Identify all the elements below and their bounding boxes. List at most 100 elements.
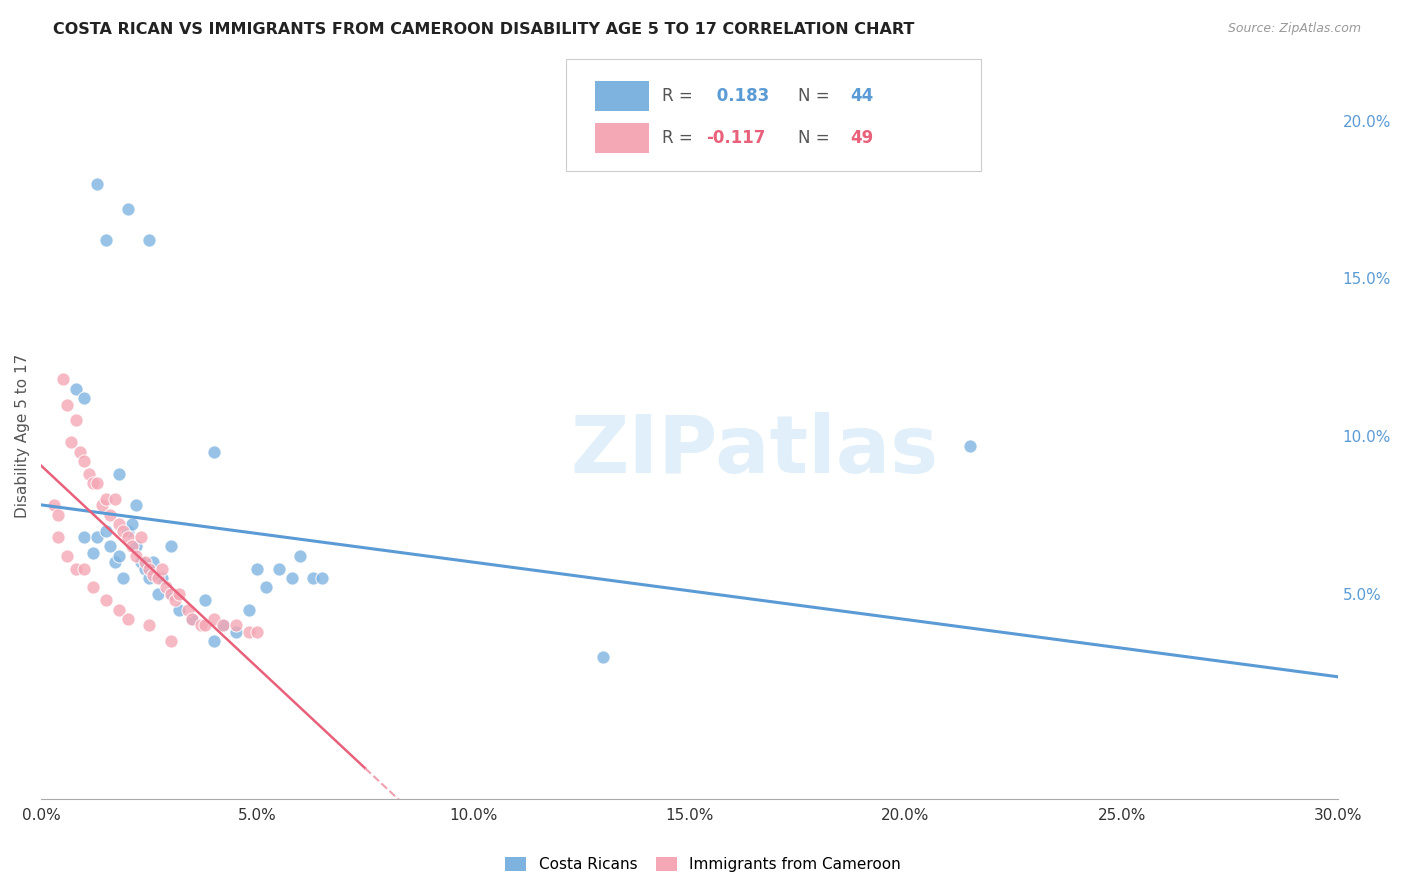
- Text: 49: 49: [851, 129, 873, 147]
- Point: [238, 602, 260, 616]
- Point: [211, 618, 233, 632]
- Point: [155, 581, 177, 595]
- Point: [146, 587, 169, 601]
- Point: [181, 612, 204, 626]
- Point: [94, 492, 117, 507]
- Point: [108, 517, 131, 532]
- Point: [86, 530, 108, 544]
- Point: [238, 624, 260, 639]
- Point: [169, 587, 191, 601]
- Point: [103, 555, 125, 569]
- Point: [121, 517, 143, 532]
- Point: [42, 499, 65, 513]
- Point: [129, 555, 152, 569]
- Point: [311, 571, 333, 585]
- Point: [125, 499, 148, 513]
- Point: [134, 555, 156, 569]
- Text: 0.183: 0.183: [711, 87, 769, 105]
- Point: [211, 618, 233, 632]
- Point: [65, 413, 87, 427]
- Point: [129, 530, 152, 544]
- Text: -0.117: -0.117: [706, 129, 766, 147]
- Point: [254, 581, 277, 595]
- Point: [73, 391, 96, 405]
- Point: [56, 397, 79, 411]
- Point: [225, 618, 247, 632]
- Point: [117, 202, 139, 216]
- Point: [142, 555, 165, 569]
- Point: [94, 524, 117, 538]
- Point: [134, 561, 156, 575]
- Point: [98, 508, 121, 522]
- Point: [94, 234, 117, 248]
- Point: [60, 435, 83, 450]
- Point: [181, 612, 204, 626]
- Point: [194, 618, 217, 632]
- Point: [117, 612, 139, 626]
- Point: [56, 549, 79, 563]
- Point: [112, 524, 135, 538]
- Point: [65, 561, 87, 575]
- Y-axis label: Disability Age 5 to 17: Disability Age 5 to 17: [15, 354, 30, 518]
- Point: [202, 634, 225, 648]
- Point: [290, 549, 312, 563]
- Point: [159, 540, 181, 554]
- Point: [202, 612, 225, 626]
- Point: [225, 624, 247, 639]
- Point: [267, 561, 290, 575]
- Point: [138, 561, 160, 575]
- Point: [73, 561, 96, 575]
- Point: [190, 618, 212, 632]
- Point: [959, 438, 981, 452]
- Point: [108, 549, 131, 563]
- Point: [125, 540, 148, 554]
- Point: [159, 587, 181, 601]
- Point: [246, 624, 269, 639]
- Point: [302, 571, 325, 585]
- Text: 44: 44: [851, 87, 873, 105]
- Point: [202, 445, 225, 459]
- Point: [52, 372, 75, 386]
- Point: [117, 530, 139, 544]
- Point: [121, 540, 143, 554]
- Text: COSTA RICAN VS IMMIGRANTS FROM CAMEROON DISABILITY AGE 5 TO 17 CORRELATION CHART: COSTA RICAN VS IMMIGRANTS FROM CAMEROON …: [53, 22, 915, 37]
- Text: ZIPatlas: ZIPatlas: [571, 411, 938, 490]
- FancyBboxPatch shape: [595, 80, 650, 112]
- Point: [82, 476, 104, 491]
- Point: [169, 602, 191, 616]
- Point: [138, 571, 160, 585]
- Point: [94, 593, 117, 607]
- Point: [159, 587, 181, 601]
- Point: [159, 634, 181, 648]
- Text: Source: ZipAtlas.com: Source: ZipAtlas.com: [1227, 22, 1361, 36]
- Point: [592, 649, 614, 664]
- Point: [246, 561, 269, 575]
- Point: [150, 571, 173, 585]
- Point: [165, 593, 187, 607]
- Point: [65, 382, 87, 396]
- Point: [108, 467, 131, 481]
- Point: [103, 492, 125, 507]
- Point: [125, 549, 148, 563]
- FancyBboxPatch shape: [595, 123, 650, 153]
- Point: [150, 561, 173, 575]
- Point: [69, 445, 91, 459]
- Text: R =: R =: [662, 87, 699, 105]
- Point: [117, 524, 139, 538]
- Point: [98, 540, 121, 554]
- Point: [86, 476, 108, 491]
- Point: [177, 602, 200, 616]
- Point: [82, 581, 104, 595]
- Point: [142, 567, 165, 582]
- Point: [48, 508, 70, 522]
- Point: [194, 593, 217, 607]
- Point: [86, 177, 108, 191]
- Text: N =: N =: [799, 129, 835, 147]
- Text: R =: R =: [662, 129, 699, 147]
- Point: [77, 467, 100, 481]
- Point: [138, 234, 160, 248]
- Point: [90, 499, 112, 513]
- Point: [146, 571, 169, 585]
- Point: [73, 530, 96, 544]
- Legend: Costa Ricans, Immigrants from Cameroon: Costa Ricans, Immigrants from Cameroon: [498, 849, 908, 880]
